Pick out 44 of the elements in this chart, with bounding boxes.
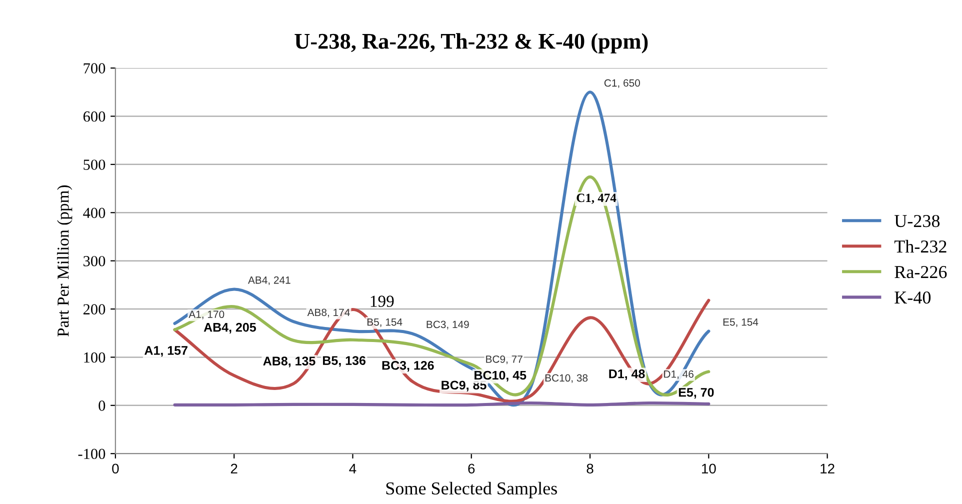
x-tick-label: 0 [112, 464, 119, 474]
x-tick-label: 8 [586, 464, 594, 474]
legend-label: Th-232 [894, 240, 946, 253]
y-axis-title: Part Per Million (ppm) [57, 185, 72, 336]
data-label: A1, 157 [144, 346, 188, 357]
data-label: BC10, 38 [545, 374, 588, 383]
data-label: E5, 70 [678, 388, 714, 399]
y-tick-label: 500 [84, 160, 106, 170]
data-label: BC9, 85 [442, 380, 486, 392]
y-tick-label: 200 [83, 304, 106, 314]
x-tick-label: 12 [820, 464, 834, 474]
data-label: AB8, 174 [307, 308, 350, 318]
y-tick-label: 400 [83, 208, 106, 218]
data-label: 199 [370, 296, 394, 307]
x-axis-title: Some Selected Samples [386, 482, 557, 498]
y-tick-label: 600 [83, 111, 106, 122]
x-tick-label: 6 [468, 464, 475, 474]
x-tick-label: 4 [349, 464, 356, 474]
data-label: BC9, 77 [486, 355, 522, 364]
x-tick-label: 2 [230, 464, 238, 474]
data-label: AB8, 135 [263, 356, 316, 368]
data-label: BC3, 126 [382, 360, 434, 372]
y-tick-label: 100 [84, 352, 106, 363]
data-label: D1, 46 [664, 370, 694, 380]
y-tick-label: -100 [78, 448, 106, 460]
data-label: B5, 136 [323, 356, 366, 367]
legend-label: U-238 [894, 214, 940, 228]
data-label: AB4, 205 [204, 322, 256, 334]
data-label: E5, 154 [723, 318, 758, 327]
data-label: AB4, 241 [248, 276, 290, 286]
legend-label: Ra-226 [894, 266, 947, 278]
data-label: A1, 170 [188, 310, 224, 320]
data-label: C1, 474 [576, 194, 616, 204]
data-label: BC3, 149 [426, 320, 469, 330]
y-tick-label: 700 [84, 63, 106, 74]
legend-label: K-40 [894, 291, 931, 304]
data-label: C1, 650 [604, 79, 640, 88]
data-label: B5, 154 [367, 318, 402, 327]
data-label: D1, 48 [609, 369, 645, 380]
y-tick-label: 0 [98, 400, 106, 411]
y-tick-label: 300 [84, 256, 106, 266]
x-tick-label: 10 [702, 464, 716, 474]
chart-title: U-238, Ra-226, Th-232 & K-40 (ppm) [294, 33, 648, 54]
data-label: BC10, 45 [474, 370, 526, 382]
